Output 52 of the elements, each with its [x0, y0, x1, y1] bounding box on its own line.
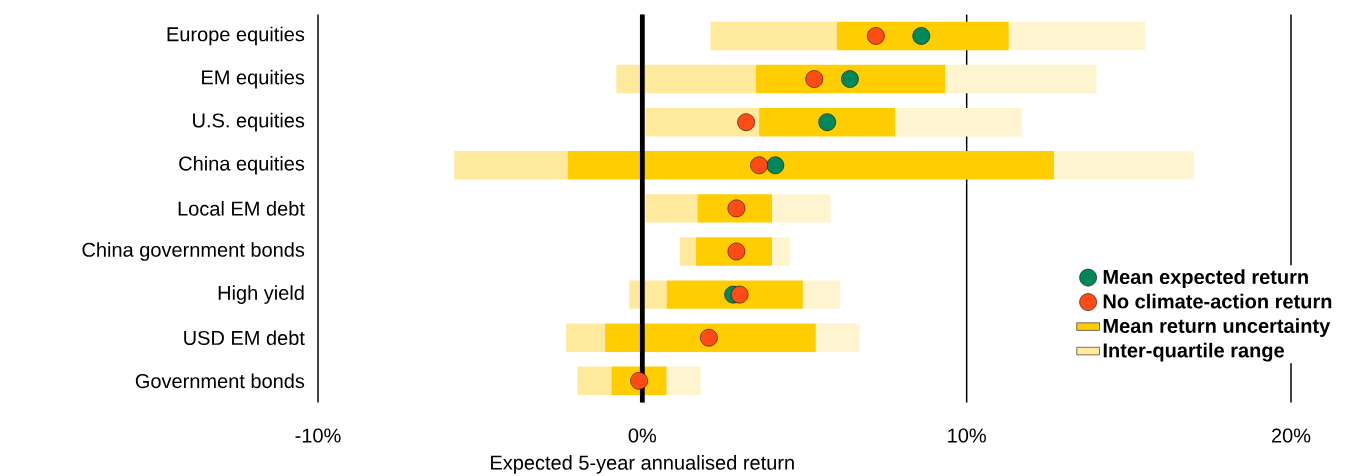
- x-axis-title: Expected 5-year annualised return: [491, 455, 794, 474]
- bar: [577, 366, 612, 396]
- bar: [567, 151, 1055, 180]
- x-tick-label: 0%: [628, 428, 657, 443]
- bar: [759, 107, 896, 137]
- bar: [645, 194, 698, 223]
- bar: [772, 194, 831, 223]
- bar: [1054, 151, 1194, 180]
- y-tick-label: China government bonds: [82, 242, 305, 261]
- legend-label: Mean expected return: [1103, 269, 1308, 288]
- bar: [666, 280, 803, 309]
- y-tick-label: EM equities: [202, 69, 305, 89]
- point: [737, 113, 755, 131]
- point: [867, 27, 885, 45]
- bar: [710, 21, 837, 51]
- point: [750, 156, 768, 175]
- legend-label: Mean return uncertainty: [1103, 318, 1331, 337]
- legend-label: Inter-quartile range: [1103, 342, 1284, 362]
- point: [727, 242, 746, 261]
- point: [805, 70, 824, 88]
- bar: [945, 64, 1097, 94]
- point: [912, 27, 931, 45]
- x-tick-label: 10%: [948, 428, 986, 443]
- y-tick-label: Europe equities: [167, 26, 305, 46]
- point: [727, 199, 746, 218]
- bar: [645, 107, 760, 137]
- bar: [679, 237, 696, 266]
- bar: [1008, 21, 1146, 51]
- bar: [454, 151, 568, 180]
- y-tick-label: USD EM debt: [184, 330, 305, 346]
- point: [630, 372, 648, 390]
- bar: [802, 280, 841, 309]
- bar: [772, 237, 790, 266]
- bar: [566, 323, 606, 352]
- x-tick-label: -10%: [295, 428, 341, 443]
- y-tick-label: U.S. equities: [193, 112, 305, 132]
- point: [730, 285, 749, 304]
- y-tick-label: China equities: [179, 155, 305, 175]
- y-tick-label: High yield: [218, 285, 304, 304]
- point: [766, 156, 785, 175]
- bar: [605, 323, 816, 352]
- bar: [815, 323, 860, 352]
- y-tick-label: Local EM debt: [178, 201, 305, 216]
- x-tick-label: 20%: [1271, 428, 1311, 443]
- point: [700, 328, 718, 347]
- legend-label: No climate-action return: [1103, 293, 1332, 309]
- bar: [895, 107, 1022, 137]
- bar: [666, 366, 701, 396]
- point: [818, 113, 837, 131]
- y-tick-label: Government bonds: [135, 373, 305, 389]
- bar: [616, 64, 756, 94]
- point: [841, 70, 859, 88]
